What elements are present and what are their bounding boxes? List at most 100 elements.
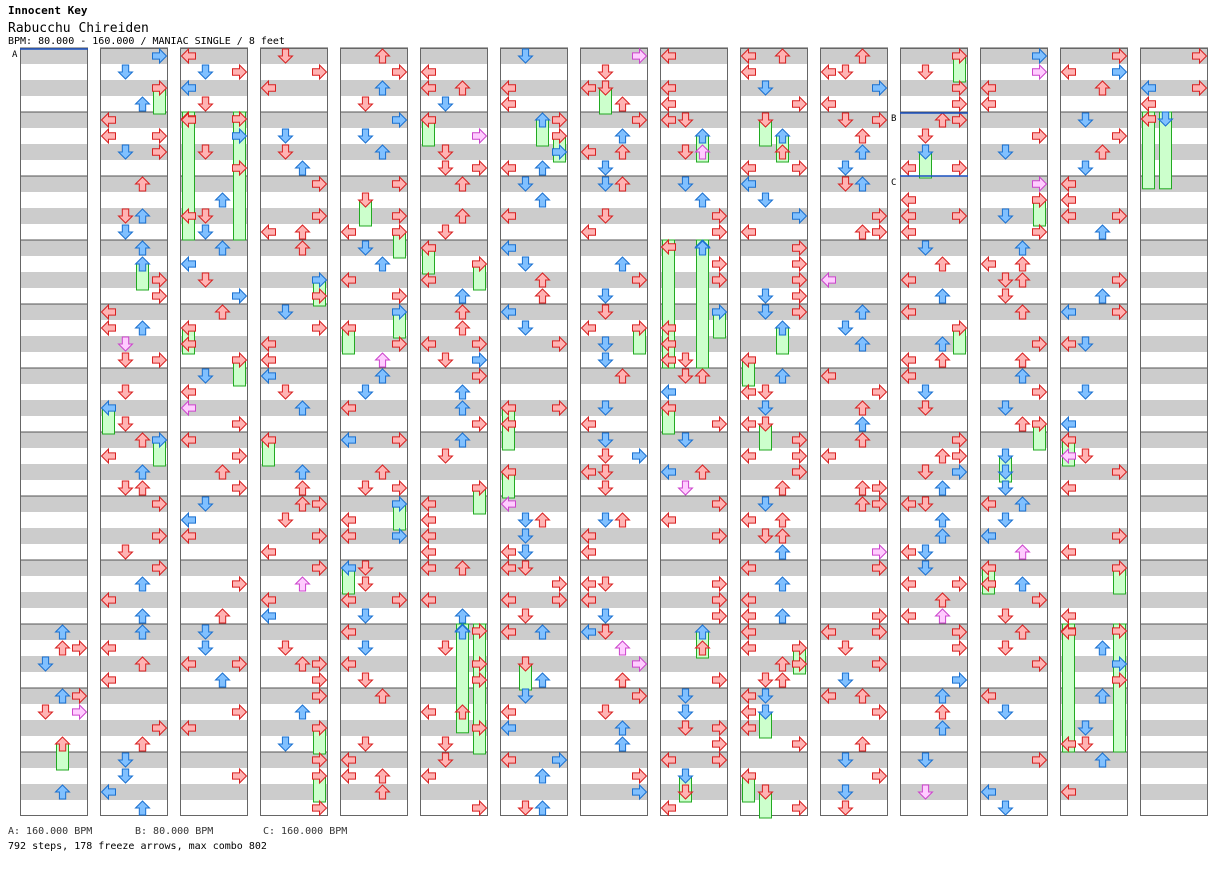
beat-stripe (180, 464, 248, 480)
step-arrow (1112, 127, 1128, 145)
step-arrow (774, 512, 791, 528)
beat-stripe (1060, 784, 1128, 800)
step-arrow (740, 47, 756, 65)
step-arrow (677, 688, 694, 704)
step-arrow (632, 319, 648, 337)
beat-stripe (580, 656, 648, 672)
step-arrow (392, 527, 408, 545)
step-arrow (774, 544, 791, 560)
step-arrow (677, 176, 694, 192)
beat-stripe (1140, 368, 1208, 384)
step-arrow (837, 640, 854, 656)
step-arrow (934, 688, 951, 704)
beat-stripe (580, 304, 648, 320)
beat-stripe (740, 176, 808, 192)
step-arrow (277, 384, 294, 400)
step-arrow (934, 704, 951, 720)
step-arrow (260, 543, 276, 561)
beat-stripe (660, 592, 728, 608)
beat-stripe (980, 432, 1048, 448)
step-arrow (1077, 112, 1094, 128)
step-arrow (934, 592, 951, 608)
beat-stripe (980, 80, 1048, 96)
beat-stripe (20, 656, 88, 672)
step-arrow (712, 271, 728, 289)
beat-stripe (340, 272, 408, 288)
step-arrow (820, 447, 836, 465)
step-arrow (792, 799, 808, 817)
step-arrow (597, 352, 614, 368)
step-arrow (420, 495, 436, 513)
beat-stripe (100, 144, 168, 160)
freeze-body (696, 239, 709, 369)
step-arrow (597, 288, 614, 304)
step-arrow (632, 447, 648, 465)
beat-stripe (580, 208, 648, 224)
song-info: BPM: 80.000 - 160.000 / MANIAC SINGLE / … (8, 36, 285, 47)
beat-stripe (1060, 80, 1128, 96)
beat-stripe (580, 144, 648, 160)
beat-stripe (580, 624, 648, 640)
beat-stripe (980, 656, 1048, 672)
step-arrow (197, 368, 214, 384)
step-arrow (117, 752, 134, 768)
step-arrow (294, 160, 311, 176)
freeze-head-arrow (660, 238, 676, 256)
step-arrow (500, 543, 516, 561)
step-arrow (820, 63, 836, 81)
beat-stripe (820, 176, 888, 192)
step-arrow (500, 95, 516, 113)
step-arrow (454, 288, 471, 304)
beat-stripe (580, 400, 648, 416)
step-arrow (597, 512, 614, 528)
beat-stripe (20, 240, 88, 256)
step-arrow (232, 767, 248, 785)
step-arrow (740, 703, 756, 721)
beat-stripe (660, 48, 728, 64)
step-arrow (357, 560, 374, 576)
beat-stripe (500, 784, 568, 800)
step-arrow (997, 400, 1014, 416)
beat-stripe (1140, 560, 1208, 576)
step-arrow (872, 607, 888, 625)
beat-stripe (20, 432, 88, 448)
step-arrow (872, 495, 888, 513)
step-arrow (100, 127, 116, 145)
step-arrow (517, 800, 534, 816)
step-arrow (1094, 640, 1111, 656)
step-arrow (997, 480, 1014, 496)
step-arrow (197, 96, 214, 112)
step-arrow (1014, 352, 1031, 368)
step-arrow (72, 687, 88, 705)
beat-stripe (660, 656, 728, 672)
step-arrow (1032, 415, 1048, 433)
step-arrow (1014, 304, 1031, 320)
beat-stripe (900, 80, 968, 96)
step-arrow (277, 144, 294, 160)
beat-stripe (260, 528, 328, 544)
beat-stripe (260, 208, 328, 224)
step-arrow (660, 351, 676, 369)
step-arrow (134, 256, 151, 272)
beat-stripe (500, 560, 568, 576)
step-arrow (740, 383, 756, 401)
beat-stripe (180, 144, 248, 160)
step-arrow (740, 767, 756, 785)
beat-stripe (900, 592, 968, 608)
step-arrow (294, 496, 311, 512)
step-arrow (340, 591, 356, 609)
step-arrow (454, 560, 471, 576)
step-arrow (774, 608, 791, 624)
step-arrow (792, 159, 808, 177)
step-arrow (1060, 543, 1076, 561)
step-arrow (952, 159, 968, 177)
step-arrow (517, 48, 534, 64)
step-arrow (917, 560, 934, 576)
beat-stripe (900, 432, 968, 448)
chart-column-frame (500, 48, 568, 816)
step-arrow (374, 80, 391, 96)
step-arrow (1112, 47, 1128, 65)
step-arrow (952, 671, 968, 689)
beat-stripe (180, 176, 248, 192)
step-arrow (917, 144, 934, 160)
